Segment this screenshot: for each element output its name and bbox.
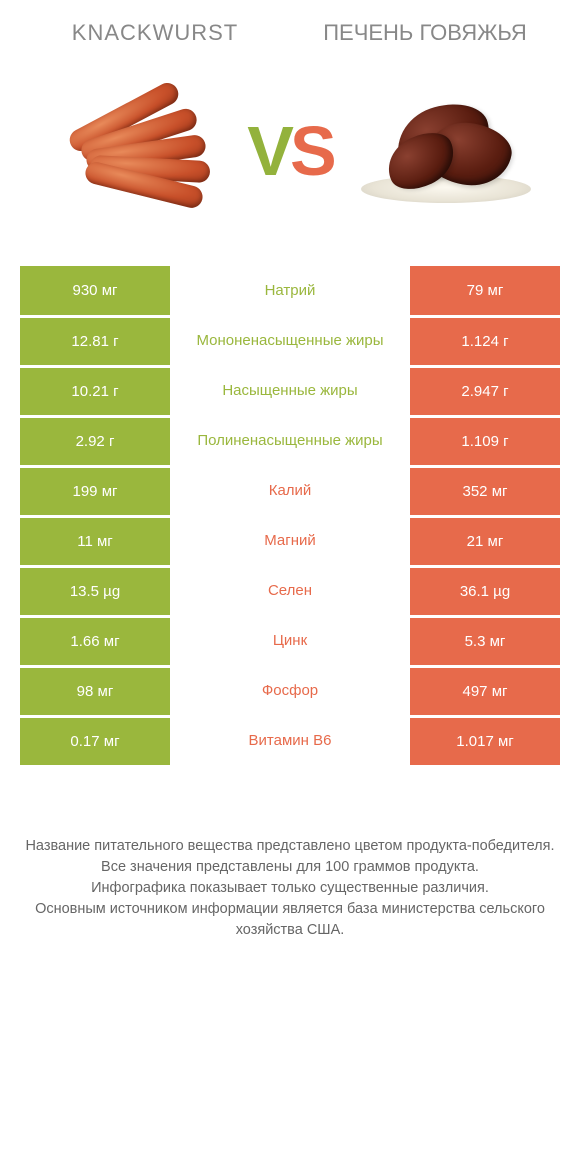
left-value: 10.21 г — [20, 366, 170, 415]
footer-notes: Название питательного вещества представл… — [20, 836, 560, 941]
nutrient-label: Калий — [170, 466, 410, 515]
left-product-image — [20, 96, 247, 206]
table-row: 2.92 гПолиненасыщенные жиры1.109 г — [20, 416, 560, 466]
left-value: 13.5 µg — [20, 566, 170, 615]
table-row: 930 мгНатрий79 мг — [20, 266, 560, 316]
left-value: 11 мг — [20, 516, 170, 565]
nutrient-label: Насыщенные жиры — [170, 366, 410, 415]
right-product-title: ПЕЧЕНЬ ГОВЯЖЬЯ — [290, 20, 560, 46]
footer-line-1: Название питательного вещества представл… — [20, 836, 560, 857]
left-product-title: KNACKWURST — [20, 20, 290, 46]
left-value: 199 мг — [20, 466, 170, 515]
left-value: 2.92 г — [20, 416, 170, 465]
nutrient-label: Натрий — [170, 266, 410, 315]
right-value: 497 мг — [410, 666, 560, 715]
table-row: 13.5 µgСелен36.1 µg — [20, 566, 560, 616]
right-value: 79 мг — [410, 266, 560, 315]
footer-line-4: Основным источником информации является … — [20, 899, 560, 941]
table-row: 98 мгФосфор497 мг — [20, 666, 560, 716]
right-value: 5.3 мг — [410, 616, 560, 665]
left-value: 1.66 мг — [20, 616, 170, 665]
nutrient-label: Мононенасыщенные жиры — [170, 316, 410, 365]
infographic-container: KNACKWURST ПЕЧЕНЬ ГОВЯЖЬЯ VS 930 мгНатри… — [0, 0, 580, 981]
right-value: 1.109 г — [410, 416, 560, 465]
nutrient-label: Витамин B6 — [170, 716, 410, 765]
right-value: 21 мг — [410, 516, 560, 565]
table-row: 10.21 гНасыщенные жиры2.947 г — [20, 366, 560, 416]
footer-line-3: Инфографика показывает только существенн… — [20, 878, 560, 899]
nutrient-label: Селен — [170, 566, 410, 615]
images-row: VS — [20, 61, 560, 241]
comparison-table: 930 мгНатрий79 мг12.81 гМононенасыщенные… — [20, 266, 560, 766]
right-value: 1.124 г — [410, 316, 560, 365]
nutrient-label: Магний — [170, 516, 410, 565]
vs-label: VS — [247, 111, 332, 191]
left-value: 98 мг — [20, 666, 170, 715]
vs-s: S — [290, 112, 333, 190]
right-value: 1.017 мг — [410, 716, 560, 765]
table-row: 1.66 мгЦинк5.3 мг — [20, 616, 560, 666]
liver-icon — [356, 91, 536, 211]
right-value: 36.1 µg — [410, 566, 560, 615]
right-value: 352 мг — [410, 466, 560, 515]
right-value: 2.947 г — [410, 366, 560, 415]
header-row: KNACKWURST ПЕЧЕНЬ ГОВЯЖЬЯ — [20, 20, 560, 46]
left-value: 12.81 г — [20, 316, 170, 365]
table-row: 12.81 гМононенасыщенные жиры1.124 г — [20, 316, 560, 366]
left-value: 0.17 мг — [20, 716, 170, 765]
nutrient-label: Полиненасыщенные жиры — [170, 416, 410, 465]
vs-v: V — [247, 112, 290, 190]
right-product-image — [333, 91, 560, 211]
table-row: 199 мгКалий352 мг — [20, 466, 560, 516]
sausages-icon — [44, 96, 224, 206]
table-row: 0.17 мгВитамин B61.017 мг — [20, 716, 560, 766]
table-row: 11 мгМагний21 мг — [20, 516, 560, 566]
nutrient-label: Фосфор — [170, 666, 410, 715]
footer-line-2: Все значения представлены для 100 граммо… — [20, 857, 560, 878]
left-value: 930 мг — [20, 266, 170, 315]
nutrient-label: Цинк — [170, 616, 410, 665]
